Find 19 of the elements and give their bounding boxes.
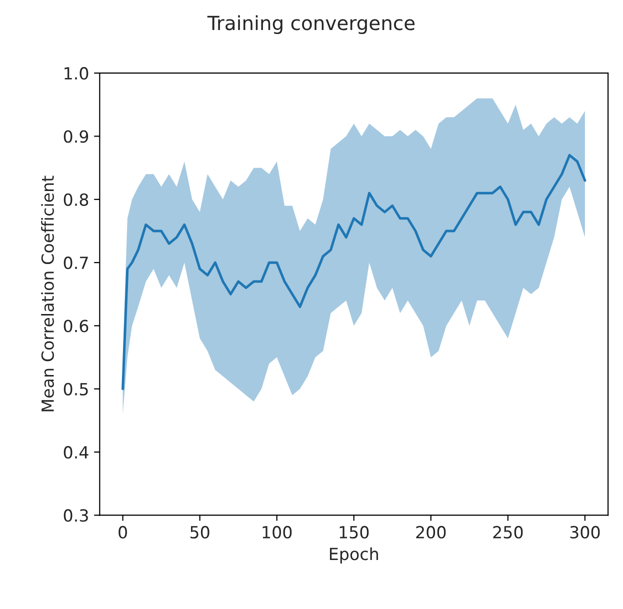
x-tick-label: 250 — [493, 526, 523, 539]
x-tick-label: 200 — [416, 526, 446, 539]
x-tick-label: 300 — [570, 526, 600, 539]
x-tick-label: 150 — [340, 526, 369, 539]
line-series — [122, 154, 586, 390]
y-tick-label: 0.7 — [64, 256, 88, 270]
y-tick-label: 0.8 — [64, 193, 88, 206]
y-axis-title: Mean Correlation Coefficient — [41, 176, 54, 412]
y-tick-label: 0.4 — [64, 446, 88, 459]
x-tick-label: 50 — [190, 526, 210, 539]
y-tick-label: 0.9 — [64, 130, 88, 143]
y-tick-label: 0.6 — [64, 320, 88, 332]
y-tick-label: 1.0 — [64, 67, 88, 80]
y-tick-label: 0.5 — [64, 382, 88, 396]
y-tick-label: 0.3 — [64, 509, 88, 522]
x-tick-label: 100 — [262, 526, 292, 539]
x-axis-title: Epoch — [330, 547, 378, 564]
x-tick-label: 0 — [118, 526, 127, 539]
chart-title: Training convergence — [207, 15, 415, 34]
